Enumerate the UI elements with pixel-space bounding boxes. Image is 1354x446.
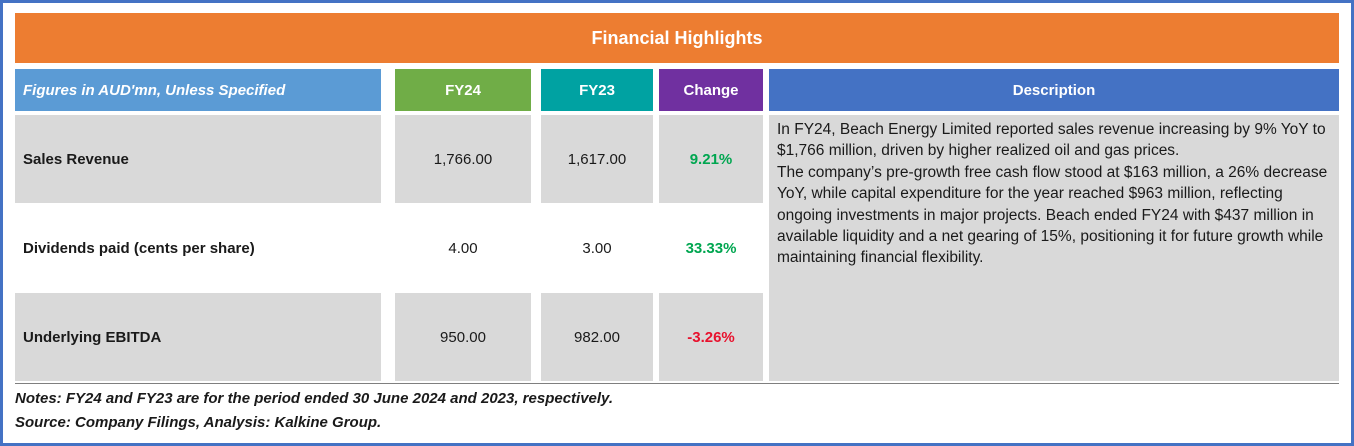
fy24-value-sales-revenue: 1,766.00 xyxy=(395,115,531,203)
highlights-grid: Figures in AUD'mn, Unless Specified FY24… xyxy=(15,69,1339,381)
row-label-underlying-ebitda: Underlying EBITDA xyxy=(15,293,381,381)
header-col-change: Change xyxy=(659,69,763,111)
source-line: Source: Company Filings, Analysis: Kalki… xyxy=(15,414,382,431)
table-title: Financial Highlights xyxy=(15,13,1339,63)
notes-line: Notes: FY24 and FY23 are for the period … xyxy=(15,390,614,407)
fy23-value-dividends-paid: 3.00 xyxy=(582,239,612,257)
header-col-fy24: FY24 xyxy=(395,69,531,111)
fy23-value-sales-revenue: 1,617.00 xyxy=(541,115,653,203)
row-label-dividends-paid: Dividends paid (cents per share) xyxy=(23,239,255,257)
row-label-sales-revenue: Sales Revenue xyxy=(15,115,381,203)
change-value-dividends-paid: 33.33% xyxy=(685,239,737,257)
change-value-underlying-ebitda: -3.26% xyxy=(659,293,763,381)
description-paragraph-1: In FY24, Beach Energy Limited reported s… xyxy=(777,121,1326,160)
change-value-sales-revenue: 9.21% xyxy=(659,115,763,203)
header-col-description: Description xyxy=(769,69,1339,111)
table-footer: Notes: FY24 and FY23 are for the period … xyxy=(15,383,1339,435)
header-figures-label: Figures in AUD'mn, Unless Specified xyxy=(15,69,381,111)
fy24-value-underlying-ebitda: 950.00 xyxy=(395,293,531,381)
description-text: In FY24, Beach Energy Limited reported s… xyxy=(769,115,1339,381)
header-col-fy23: FY23 xyxy=(541,69,653,111)
fy23-value-underlying-ebitda: 982.00 xyxy=(541,293,653,381)
description-paragraph-2: The company’s pre-growth free cash flow … xyxy=(777,163,1328,267)
fy24-value-dividends-paid: 4.00 xyxy=(448,239,478,257)
